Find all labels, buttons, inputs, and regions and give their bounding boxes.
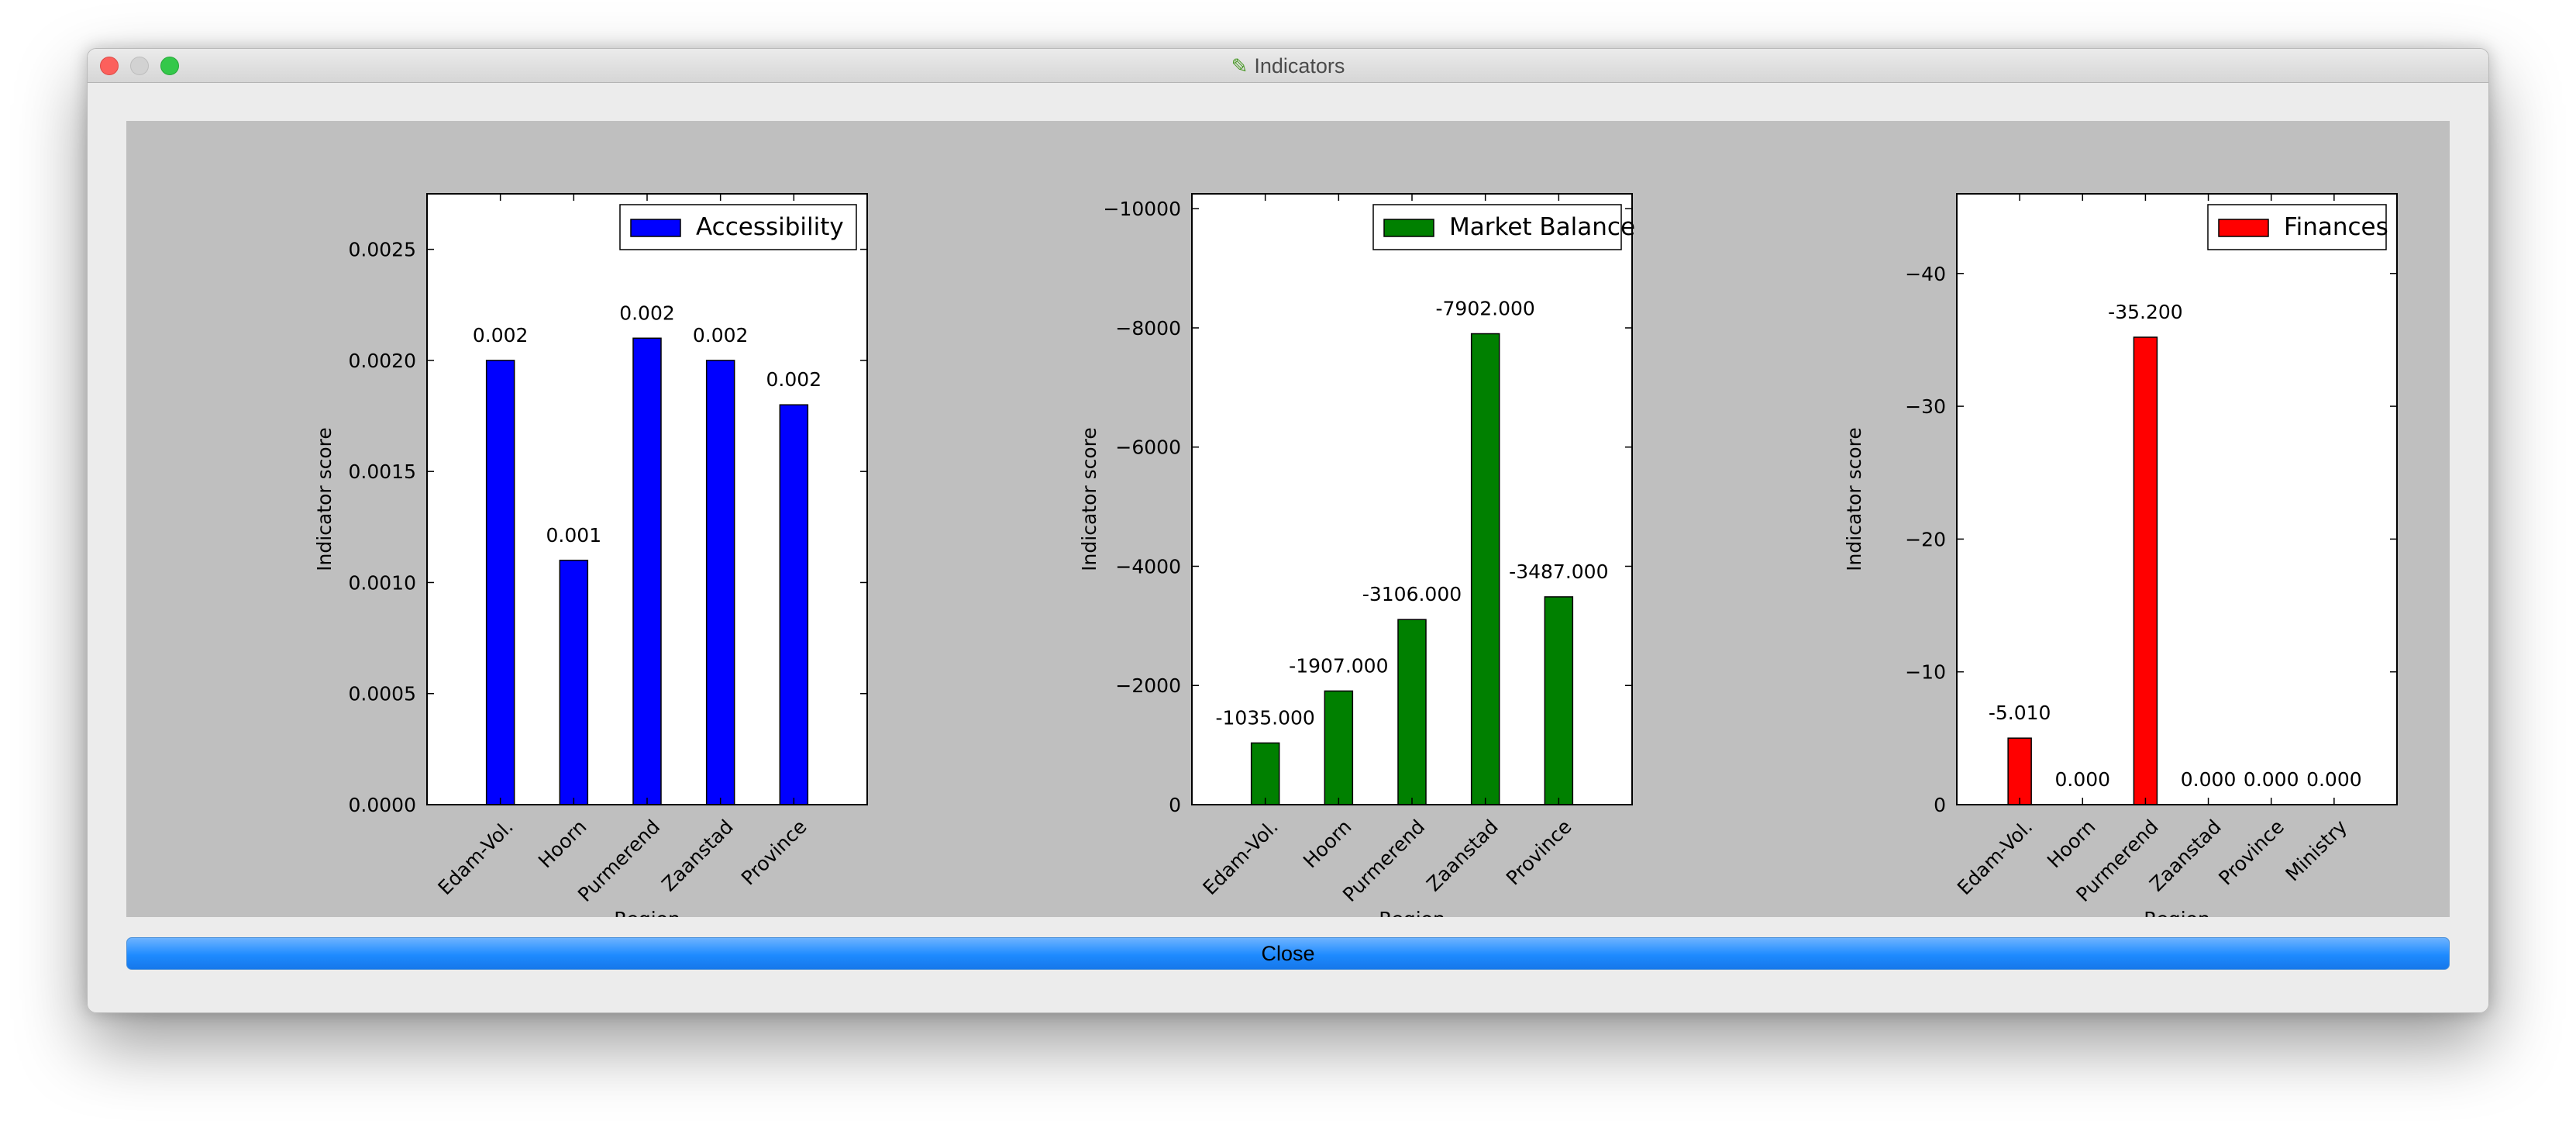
- minimize-window-icon[interactable]: [130, 57, 149, 75]
- bar-edamvol: [1250, 742, 1280, 805]
- x-axis-label: Region: [1379, 908, 1445, 917]
- indicators-window: ✎ Indicators 0.002 Edam-Vol. 0.001 Hoorn 0.0…: [87, 48, 2489, 1013]
- bar-zaanstad: [705, 360, 735, 805]
- bar-province: [1544, 596, 1574, 805]
- bar-province: [779, 404, 809, 805]
- bar-value-label: -7902.000: [1436, 298, 1535, 320]
- y-tick-label: 0.0005: [349, 683, 416, 705]
- x-tick-label: Hoorn: [534, 816, 591, 873]
- y-tick-label: 0.0010: [349, 571, 416, 594]
- legend-swatch: [1383, 219, 1434, 237]
- legend-label: Accessibility: [696, 213, 844, 241]
- axes-frame: [1191, 193, 1633, 805]
- bar-zaanstad: [1470, 333, 1500, 805]
- y-tick-label: 0.0025: [349, 239, 416, 261]
- y-axis-label: Indicator score: [313, 427, 336, 571]
- bar-value-label: 0.000: [2244, 768, 2299, 791]
- bar-purmerend: [2133, 336, 2158, 805]
- y-tick-label: −20: [1905, 528, 1946, 550]
- y-axis-label: Indicator score: [1078, 427, 1100, 571]
- y-tick-label: −40: [1905, 263, 1946, 285]
- bar-value-label: -5.010: [1989, 702, 2051, 724]
- legend-label: Market Balance: [1449, 213, 1635, 241]
- title-bar[interactable]: ✎ Indicators: [88, 49, 2488, 83]
- y-axis-label: Indicator score: [1843, 427, 1865, 571]
- bar-edamvol: [485, 360, 515, 805]
- y-tick-label: −10: [1905, 661, 1946, 684]
- bar-value-label: -1035.000: [1216, 706, 1315, 729]
- bar-value-label: 0.002: [766, 368, 822, 391]
- x-tick-label: Ministry: [2281, 816, 2351, 886]
- y-tick-label: 0: [1169, 794, 1181, 816]
- bar-hoorn: [1324, 690, 1354, 805]
- y-tick-label: 0: [1934, 794, 1946, 816]
- legend-label: Finances: [2284, 213, 2388, 241]
- chart-canvas: 0.002Edam-Vol.0.001Hoorn0.002Purmerend0.…: [313, 193, 2398, 917]
- bar-value-label: 0.000: [2306, 768, 2362, 791]
- bar-value-label: -3106.000: [1362, 583, 1462, 605]
- y-tick-label: −2000: [1115, 674, 1181, 697]
- x-tick-label: Edam-Vol.: [1953, 816, 2037, 899]
- chart-panel-2: [1191, 193, 1633, 805]
- y-tick-label: 0.0015: [349, 460, 416, 483]
- x-tick-label: Hoorn: [2043, 816, 2100, 873]
- legend-swatch: [2218, 219, 2269, 237]
- x-tick-label: Zaanstad: [1422, 816, 1503, 896]
- bar-value-label: 0.001: [546, 524, 602, 547]
- y-tick-label: −8000: [1115, 317, 1181, 340]
- y-tick-label: −10000: [1104, 198, 1181, 220]
- plot-area: [1957, 194, 2397, 805]
- checkmark-pencil-icon: ✎: [1231, 54, 1248, 78]
- y-tick-label: −30: [1905, 395, 1946, 418]
- axes-frame: [426, 193, 868, 805]
- x-tick-label: Edam-Vol.: [434, 816, 518, 899]
- close-window-icon[interactable]: [100, 57, 119, 75]
- bar-value-label: 0.002: [619, 302, 675, 324]
- x-axis-label: Region: [614, 908, 680, 917]
- x-tick-label: Hoorn: [1299, 816, 1356, 873]
- x-axis-label: Region: [2144, 908, 2210, 917]
- chart-panel-1: [426, 193, 868, 805]
- bar-value-label: -35.200: [2108, 301, 2183, 323]
- x-tick-label: Province: [1502, 816, 1576, 890]
- chart-panel-3: [1956, 193, 2398, 805]
- bar-value-label: -3487.000: [1509, 560, 1608, 583]
- axes-frame: [1956, 193, 2398, 805]
- x-tick-label: Province: [2214, 816, 2288, 890]
- window-title: Indicators: [1254, 53, 1345, 78]
- y-tick-label: −6000: [1115, 436, 1181, 459]
- y-tick-label: −4000: [1115, 555, 1181, 578]
- x-tick-label: Zaanstad: [657, 816, 738, 896]
- y-tick-label: 0.0000: [349, 794, 416, 816]
- bar-value-label: 0.000: [2181, 768, 2237, 791]
- x-tick-label: Edam-Vol.: [1199, 816, 1283, 899]
- y-tick-label: 0.0020: [349, 350, 416, 372]
- bar-value-label: 0.002: [473, 324, 529, 347]
- bar-edamvol: [2007, 737, 2032, 805]
- bar-purmerend: [1397, 619, 1427, 805]
- chart-figure: 0.002 Edam-Vol. 0.001 Hoorn 0.002 Purmerend 0.…: [126, 121, 2450, 917]
- bar-value-label: -1907.000: [1289, 654, 1388, 677]
- close-button[interactable]: Close: [126, 937, 2450, 970]
- zoom-window-icon[interactable]: [160, 57, 179, 75]
- bar-purmerend: [632, 337, 662, 805]
- legend-swatch: [630, 219, 681, 237]
- bar-value-label: 0.002: [693, 324, 749, 347]
- bar-hoorn: [559, 560, 589, 805]
- bar-value-label: 0.000: [2054, 768, 2110, 791]
- x-tick-label: Province: [737, 816, 811, 890]
